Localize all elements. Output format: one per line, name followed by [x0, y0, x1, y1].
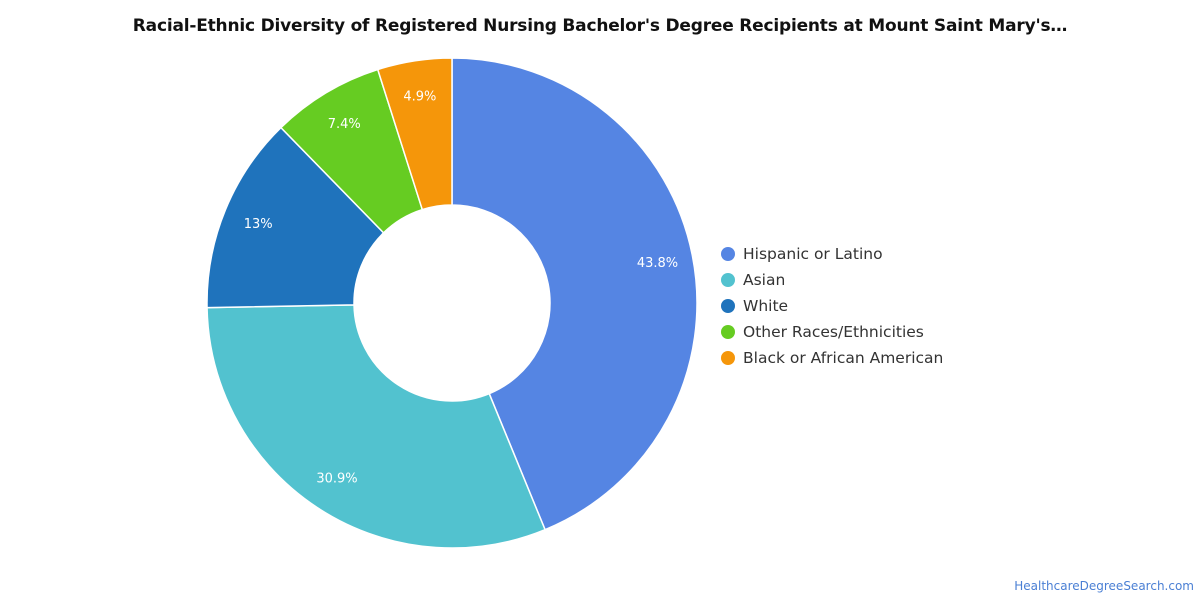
legend-label: Other Races/Ethnicities	[743, 323, 924, 341]
source-credit[interactable]: HealthcareDegreeSearch.com	[1014, 579, 1194, 593]
legend-item-hispanic-or-latino[interactable]: Hispanic or Latino	[721, 241, 943, 267]
slice-black-or-african-american[interactable]	[376, 57, 453, 211]
legend-swatch	[721, 351, 735, 365]
donut-slices	[206, 57, 698, 549]
legend-label: Hispanic or Latino	[743, 245, 883, 263]
legend-item-black-or-african-american[interactable]: Black or African American	[721, 345, 943, 371]
legend-swatch	[721, 299, 735, 313]
legend-item-white[interactable]: White	[721, 293, 943, 319]
slice-labels: 43.8% 30.9% 13% 7.4% 4.9%	[244, 90, 678, 487]
legend-swatch	[721, 247, 735, 261]
legend-label: Asian	[743, 271, 786, 289]
slice-white[interactable]	[206, 126, 385, 309]
legend-label: White	[743, 297, 789, 315]
slice-label-black-or-african-american: 4.9%	[403, 90, 436, 105]
legend-item-other-races-ethnicities[interactable]: Other Races/Ethnicities	[721, 319, 943, 345]
slice-label-other-races-ethnicities: 7.4%	[328, 117, 361, 132]
legend-swatch	[721, 273, 735, 287]
legend-label: Black or African American	[743, 349, 944, 367]
slice-hispanic-or-latino[interactable]	[451, 57, 698, 531]
chart-title: Racial-Ethnic Diversity of Registered Nu…	[132, 16, 1068, 36]
slice-label-white: 13%	[244, 217, 273, 232]
slice-label-hispanic-or-latino: 43.8%	[637, 256, 678, 271]
chart-legend: Hispanic or Latino Asian White Other Races/…	[721, 241, 943, 371]
legend-item-asian[interactable]: Asian	[721, 267, 943, 293]
legend-swatch	[721, 325, 735, 339]
slice-label-asian: 30.9%	[316, 472, 357, 487]
slice-asian[interactable]	[206, 304, 547, 549]
